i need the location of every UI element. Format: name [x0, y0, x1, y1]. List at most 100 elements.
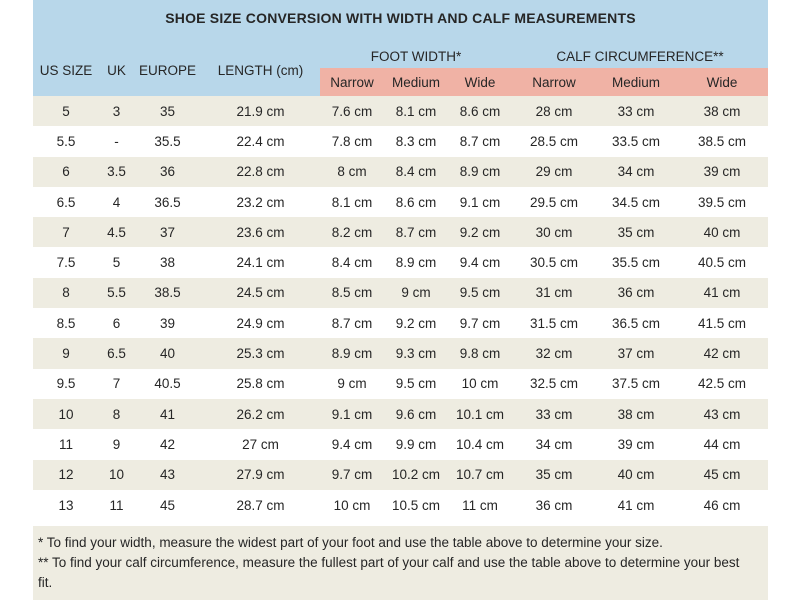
table-cell: 9: [112, 436, 121, 452]
table-cell: 3.5: [107, 164, 126, 180]
table-cell: 44 cm: [703, 436, 741, 452]
footnote-width: * To find your width, measure the widest…: [38, 535, 663, 551]
table-cell: 38 cm: [703, 103, 741, 119]
table-cell: 35.5 cm: [612, 255, 661, 271]
table-cell: 35 cm: [535, 467, 573, 483]
table-cell: 13: [58, 497, 74, 513]
shoe-size-conversion-chart: SHOE SIZE CONVERSION WITH WIDTH AND CALF…: [33, 0, 769, 600]
table-cell: 25.8 cm: [236, 376, 285, 392]
table-cell: 8: [62, 285, 70, 301]
table-row: 6 3.5 36 22.8 cm 8 cm 8.4 cm 8.9 cm 29 cm 34 cm 3…: [33, 156, 769, 187]
group-header-calf-circumference: CALF CIRCUMFERENCE**: [512, 36, 769, 68]
table-cell: 34 cm: [535, 436, 573, 452]
table-cell: 8.3 cm: [395, 133, 437, 149]
table-cell: 10 cm: [333, 497, 371, 513]
table-row: 8 5.5 38.5 24.5 cm 8.5 cm 9 cm 9.5 cm 31 cm 36 c…: [33, 277, 769, 309]
group-header-foot-width: FOOT WIDTH*: [320, 36, 513, 68]
table-cell: 32 cm: [535, 346, 573, 362]
table-header: US SIZE UK EUROPE LENGTH (cm) FOOT WIDTH…: [33, 36, 769, 96]
table-cell: 33 cm: [535, 406, 573, 422]
table-cell: 8: [112, 406, 121, 422]
table-cell: 38.5: [154, 285, 181, 301]
table-cell: 40.5 cm: [698, 255, 747, 271]
table-row: 10 8 41 26.2 cm 9.1 cm 9.6 cm 10.1 cm 33 cm 38 c…: [33, 398, 769, 430]
table-cell: 6.5: [56, 194, 76, 210]
table-cell: 8.6 cm: [395, 194, 437, 210]
table-cell: 8.5: [56, 315, 76, 331]
table-cell: 10.1 cm: [456, 406, 505, 422]
table-cell: 33.5 cm: [612, 133, 661, 149]
table-cell: 40 cm: [703, 224, 741, 240]
table-cell: 39.5 cm: [698, 194, 747, 210]
table-cell: 6.5: [107, 346, 126, 362]
subheader-calf-medium: Medium: [596, 68, 677, 96]
table-row: 9.5 7 40.5 25.8 cm 9 cm 9.5 cm 10 cm 32.5 cm 37.…: [33, 368, 769, 399]
table-cell: 39: [159, 315, 176, 331]
table-cell: 8.2 cm: [331, 224, 373, 240]
table-cell: 36 cm: [535, 497, 573, 513]
table-cell: 42: [159, 436, 176, 452]
table-cell: 37 cm: [617, 346, 655, 362]
table-cell: 9.2 cm: [459, 224, 501, 240]
table-cell: 32.5 cm: [530, 376, 579, 392]
table-cell: 30 cm: [535, 224, 573, 240]
table-cell: 42.5 cm: [698, 376, 747, 392]
table-cell: 35 cm: [617, 224, 655, 240]
table-cell: 46 cm: [703, 497, 741, 513]
table-cell: 34 cm: [617, 164, 655, 180]
table-cell: 8.6 cm: [459, 103, 501, 119]
table-cell: -: [114, 133, 119, 149]
table-cell: 9.4 cm: [331, 436, 373, 452]
table-row: 11 9 42 27 cm 9.4 cm 9.9 cm 10.4 cm 34 cm 39 cm 4…: [33, 429, 769, 460]
table-cell: 33 cm: [617, 103, 655, 119]
table-cell: 41.5 cm: [698, 315, 747, 331]
table-cell: 9 cm: [401, 285, 431, 301]
table-row: 12 10 43 27.9 cm 9.7 cm 10.2 cm 10.7 cm 35 cm 40…: [33, 459, 769, 490]
table-cell: 8.9 cm: [459, 164, 501, 180]
table-row: 9 6.5 40 25.3 cm 8.9 cm 9.3 cm 9.8 cm 32 cm 37 c…: [33, 338, 769, 369]
table-cell: 26.2 cm: [236, 406, 285, 422]
table-cell: 10.7 cm: [456, 467, 505, 483]
table-cell: 9.8 cm: [459, 346, 501, 362]
table-cell: 7: [62, 224, 70, 240]
table-cell: 9.5: [56, 376, 76, 392]
table-cell: 38: [159, 255, 176, 271]
table-cell: 21.9 cm: [236, 103, 285, 119]
table-row: 5 3 35 21.9 cm 7.6 cm 8.1 cm 8.6 cm 28 cm 33 cm 3…: [33, 96, 769, 127]
table-cell: 22.4 cm: [236, 133, 285, 149]
table-cell: 8.4 cm: [395, 164, 437, 180]
table-cell: 7.5: [56, 255, 76, 271]
table-cell: 40.5: [154, 376, 181, 392]
table-cell: 10 cm: [461, 376, 499, 392]
table-cell: 23.2 cm: [236, 194, 285, 210]
table-cell: 23.6 cm: [236, 224, 285, 240]
table-cell: 25.3 cm: [236, 346, 285, 362]
table-cell: 43 cm: [703, 406, 741, 422]
table-row: 5.5 - 35.5 22.4 cm 7.8 cm 8.3 cm 8.7 cm 28.5 cm…: [33, 126, 769, 157]
table-cell: 7.8 cm: [331, 133, 373, 149]
table-row: 13 11 45 28.7 cm 10 cm 10.5 cm 11 cm 36 cm 41 cm…: [33, 489, 769, 521]
table-cell: 29.5 cm: [530, 194, 579, 210]
table-cell: 41 cm: [703, 285, 741, 301]
group-header-row: US SIZE UK EUROPE LENGTH (cm) FOOT WIDTH…: [33, 36, 769, 96]
table-cell: 24.5 cm: [236, 285, 285, 301]
table-cell: 6: [62, 164, 70, 180]
table-cell: 36 cm: [617, 285, 655, 301]
table-cell: 35: [159, 103, 176, 119]
table-cell: 27.9 cm: [236, 467, 285, 483]
subheader-foot-wide: Wide: [448, 68, 513, 96]
table-cell: 36.5 cm: [612, 315, 661, 331]
table-cell: 36.5: [154, 194, 181, 210]
subheader-foot-medium: Medium: [384, 68, 448, 96]
table-cell: 35.5: [154, 133, 181, 149]
table-cell: 5.5: [107, 285, 126, 301]
table-cell: 24.1 cm: [236, 255, 285, 271]
table-cell: 27 cm: [242, 436, 279, 452]
table-cell: 9.1 cm: [459, 194, 501, 210]
table-cell: 41: [159, 406, 176, 422]
column-header-europe: EUROPE: [134, 36, 201, 96]
table-cell: 7: [112, 376, 121, 392]
table-cell: 10: [108, 467, 125, 483]
table-cell: 28 cm: [535, 103, 573, 119]
table-cell: 8.1 cm: [395, 103, 437, 119]
